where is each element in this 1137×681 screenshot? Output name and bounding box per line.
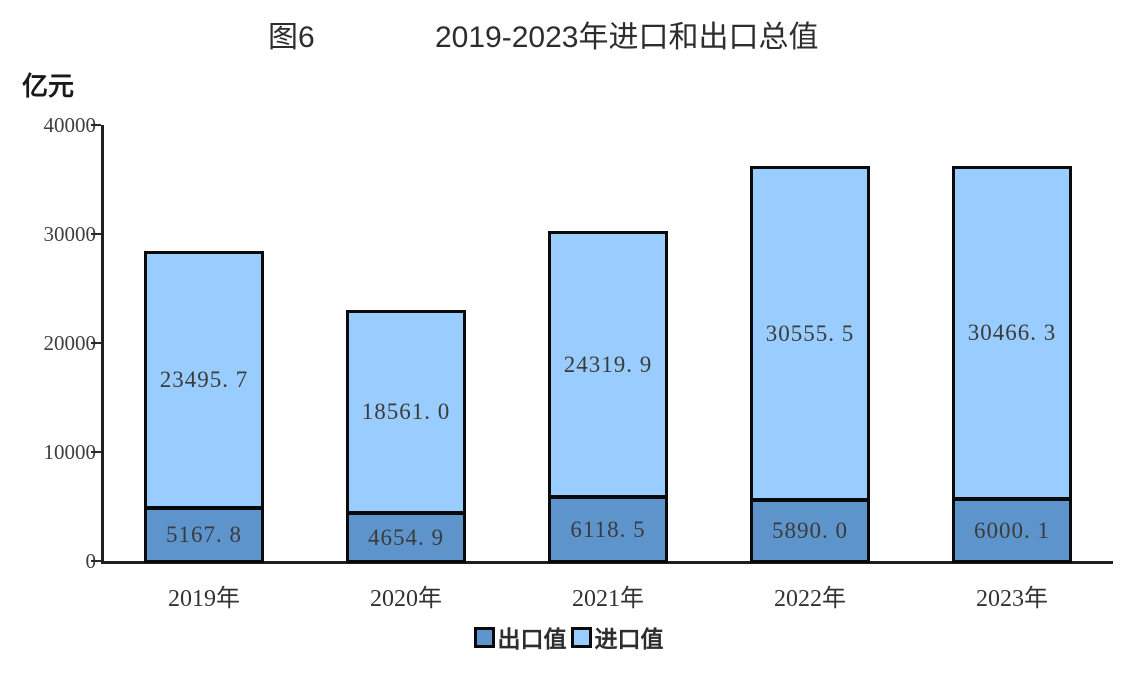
legend-swatch-icon	[570, 626, 592, 648]
y-tick-label: 40000	[43, 113, 97, 137]
legend-item: 进口值	[570, 620, 664, 654]
bar-segment-export: 5890. 0	[750, 499, 870, 563]
chart-title: 2019-2023年进口和出口总值	[435, 21, 819, 54]
bar-segment-import: 30466. 3	[952, 166, 1072, 500]
bar-segment-import: 24319. 9	[548, 231, 668, 498]
legend-label: 进口值	[594, 627, 664, 652]
bar-segment-export: 6118. 5	[548, 496, 668, 563]
x-tick-label: 2019年	[168, 586, 240, 612]
bar-value-import: 18561. 0	[361, 399, 451, 424]
x-tick-label: 2022年	[774, 586, 846, 612]
bar-segment-import: 18561. 0	[346, 310, 466, 514]
y-tick-label: 10000	[43, 440, 97, 464]
bar-segment-import: 30555. 5	[750, 166, 870, 501]
legend-item: 出口值	[473, 620, 567, 654]
y-tick-label: 20000	[43, 331, 97, 355]
bar-segment-export: 4654. 9	[346, 512, 466, 563]
bar-value-import: 23495. 7	[159, 367, 249, 392]
y-tick-mark	[91, 451, 101, 453]
y-tick-mark	[91, 342, 101, 344]
y-tick-label: 0	[16, 549, 97, 574]
y-tick-label: 30000	[43, 222, 97, 246]
x-tick-label: 2021年	[572, 586, 644, 612]
bar-value-export: 6000. 1	[974, 517, 1050, 543]
bar-segment-import: 23495. 7	[144, 251, 264, 509]
bar-value-import: 30466. 3	[967, 320, 1057, 345]
bar-segment-export: 5167. 8	[144, 507, 264, 563]
bar-value-export: 4654. 9	[368, 524, 444, 550]
chart-legend: 出口值 进口值	[0, 620, 1137, 654]
bar-value-export: 5167. 8	[166, 522, 242, 547]
y-tick-mark	[91, 124, 101, 126]
bar-segment-export: 6000. 1	[952, 498, 1072, 563]
y-axis-unit-label: 亿元	[22, 71, 75, 101]
y-tick-mark	[91, 560, 101, 562]
x-tick-label: 2020年	[370, 586, 442, 612]
x-tick-label: 2023年	[976, 586, 1048, 612]
y-tick-mark	[91, 233, 101, 235]
y-axis-line	[101, 125, 104, 564]
legend-label: 出口值	[497, 627, 567, 652]
legend-swatch-icon	[473, 626, 495, 648]
bar-value-import: 24319. 9	[563, 351, 653, 377]
bar-value-export: 6118. 5	[570, 516, 646, 542]
bar-value-import: 30555. 5	[765, 320, 855, 346]
bar-value-export: 5890. 0	[772, 518, 848, 543]
figure-number-label: 图6	[268, 21, 315, 54]
